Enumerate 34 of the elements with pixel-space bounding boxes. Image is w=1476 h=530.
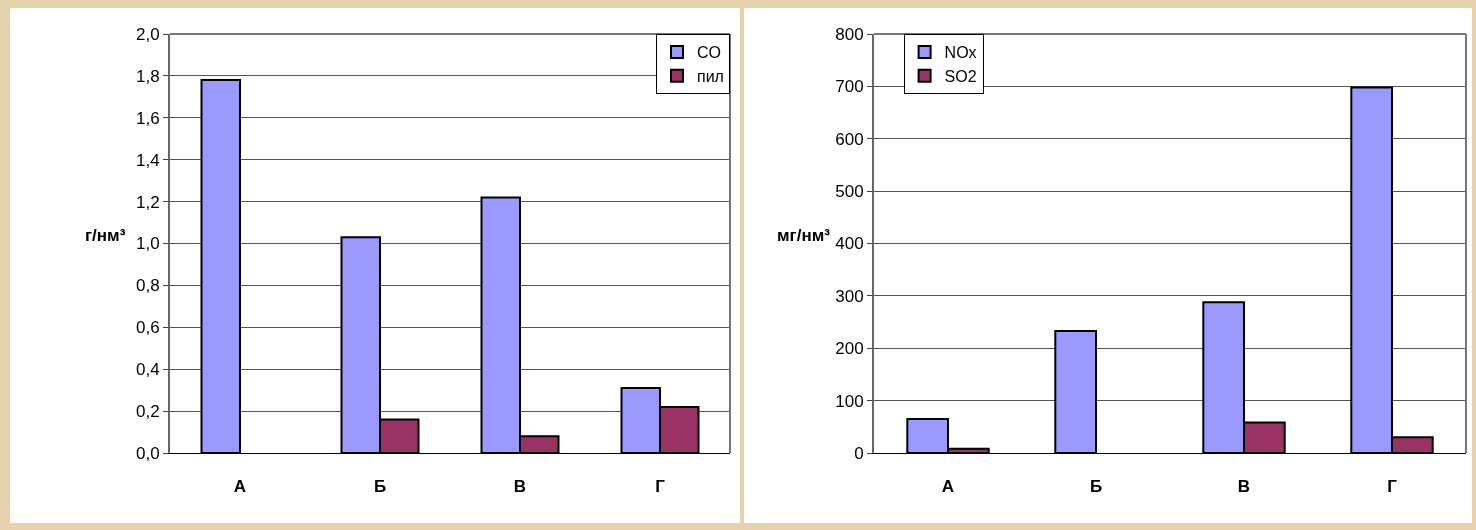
legend-label: SO2 bbox=[944, 67, 977, 85]
x-tick-label: А bbox=[233, 477, 247, 497]
y-tick-label: 600 bbox=[835, 129, 864, 149]
y-tick-label: 1,4 bbox=[135, 150, 160, 170]
y-tick-label: 100 bbox=[835, 391, 864, 411]
x-tick-label: А bbox=[941, 477, 955, 497]
legend-label: CO bbox=[697, 44, 721, 62]
x-tick-label: Б bbox=[1089, 477, 1103, 497]
y-tick-label: 2,0 bbox=[135, 24, 160, 44]
y-tick-label: 1,2 bbox=[135, 192, 160, 212]
x-tick-label: Б bbox=[373, 477, 387, 497]
x-tick-label: Г bbox=[1387, 477, 1398, 497]
y-tick-label: 0,6 bbox=[135, 318, 160, 338]
y-axis-title: г/нм³ bbox=[85, 226, 126, 245]
y-tick-label: 1,0 bbox=[135, 234, 160, 254]
y-tick-label: 0,2 bbox=[135, 402, 160, 422]
x-tick-label: Г bbox=[655, 477, 666, 497]
y-tick-label: 0,4 bbox=[135, 360, 160, 380]
y-tick-label: 0 bbox=[854, 443, 864, 463]
y-tick-label: 1,8 bbox=[135, 66, 160, 86]
legend-label: NOx bbox=[944, 44, 977, 62]
y-tick-label: 0,8 bbox=[135, 276, 160, 296]
x-tick-label: В bbox=[1237, 477, 1251, 497]
legend-label: пил bbox=[697, 67, 724, 85]
x-tick-label: В bbox=[513, 477, 527, 497]
y-tick-label: 300 bbox=[835, 286, 864, 306]
y-axis-title: мг/нм³ bbox=[777, 226, 831, 245]
y-tick-label: 400 bbox=[835, 234, 864, 254]
y-tick-label: 700 bbox=[835, 77, 864, 97]
y-tick-label: 500 bbox=[835, 182, 864, 202]
y-tick-label: 1,6 bbox=[135, 108, 160, 128]
y-tick-label: 0,0 bbox=[135, 443, 160, 463]
y-tick-label: 200 bbox=[835, 339, 864, 359]
y-tick-label: 800 bbox=[835, 24, 864, 44]
